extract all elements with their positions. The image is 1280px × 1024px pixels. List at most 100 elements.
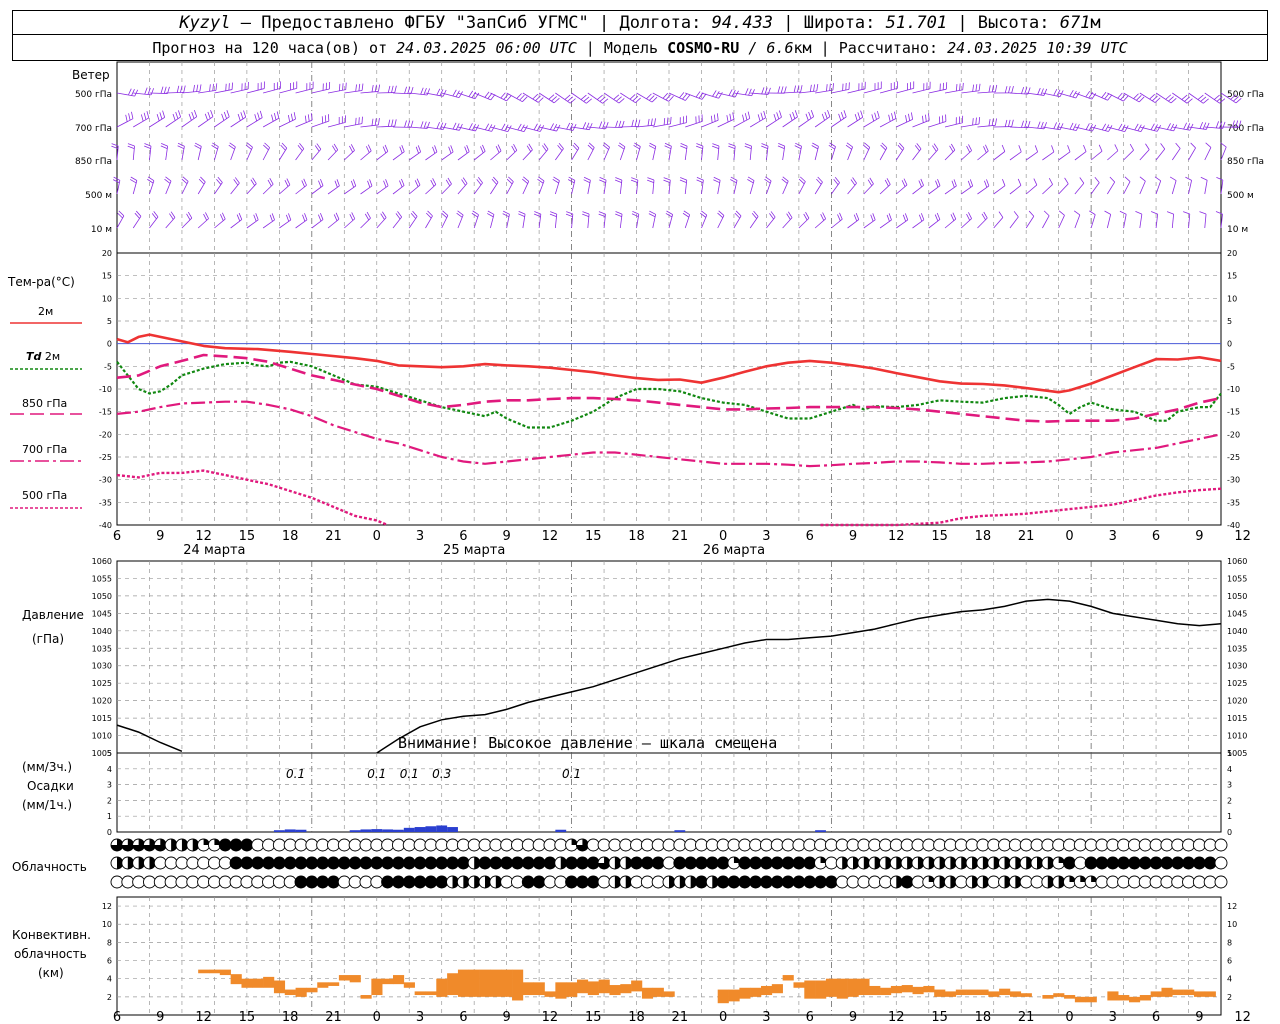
wind-barb-flag [567,179,575,184]
x-tick-temp: 3 [762,529,770,544]
wind-barb [685,91,707,100]
cloud-symbol [1171,856,1185,870]
cloud-circle [1030,875,1044,889]
wind-barb [828,142,836,161]
wind-barb-shaft [1025,151,1038,161]
wind-barb [782,211,793,229]
wind-barb-flag [204,113,208,121]
cloud-circle [781,838,795,852]
wind-barb-shaft [1188,92,1204,104]
cloud-symbol [316,875,330,889]
cloud-symbol [381,838,395,852]
wind-barb-flag [516,93,522,99]
temp-tick-right: -5 [1227,362,1235,371]
wind-barb-shaft [879,147,888,161]
wind-barb-shaft [587,92,603,104]
wind-barb-flag [127,145,135,149]
cloud-circle [207,875,221,889]
wind-barb-shaft [555,92,571,104]
wind-barb [502,210,510,229]
conv-tick-left: 12 [102,902,112,911]
wind-barb [181,110,198,128]
cloud-circle [987,875,1001,889]
wind-barb-flag [217,176,223,183]
wind-barb-flag [905,115,908,123]
cloud-fill [993,857,1000,869]
pres-tick-left: 1050 [92,592,112,601]
legend-t500-label: 500 гПа [22,489,68,502]
wind-barb-flag [899,142,905,149]
cloud-symbol [197,856,211,870]
cloud-symbol [1192,875,1206,889]
wind-barb-flag [1072,90,1077,98]
wind-barb-shaft [896,184,908,195]
x-tick-conv: 18 [282,1010,299,1024]
wind-barb-flag [1233,96,1239,102]
wind-barb [1025,178,1038,195]
wind-barb-flag [187,211,193,219]
wind-barb-flag [1166,211,1174,215]
wind-barb [1188,121,1210,130]
cloud-circle [1192,875,1206,889]
cloud-fill [749,857,762,869]
cloud-symbol [868,875,882,889]
wind-barb-flag [441,212,447,218]
wind-barb [620,92,641,103]
conv-bar [782,975,794,981]
alt-unit: м [1090,13,1101,33]
wind-barb [879,111,897,128]
wind-barb-flag [777,86,781,94]
wind-barb-flag [434,145,438,153]
cloud-symbol [900,856,914,870]
cloud-symbol [521,856,535,870]
wind-barb-shaft [571,92,587,104]
wind-barb-shaft [912,219,925,229]
wind-barb-flag [474,92,480,100]
cloud-symbol [749,838,763,852]
temp-tick-right: -25 [1227,453,1240,462]
wind-barb-flag [732,112,735,120]
conv-bar [360,995,372,999]
cloud-symbol [824,875,838,889]
cloud-circle [456,838,470,852]
conv-bar [1193,991,1206,997]
wind-barb-flag [484,123,490,131]
wind-barb [1139,176,1146,195]
cloud-fill [381,876,394,888]
wind-barb-flag [253,214,257,222]
wind-barb-flag [382,211,387,218]
wind-barb [944,82,964,94]
cloud-symbol [305,856,319,870]
wind-barb-shaft [961,185,973,195]
cloud-circle [1117,838,1131,852]
wind-barb [295,113,313,128]
precip-unit-1h: (мм/1ч.) [22,798,73,812]
wind-barb-flag [193,110,198,117]
wind-barb-flag [426,212,432,219]
wind-barb-flag [1175,142,1181,149]
wind-barb-flag [482,144,486,152]
wind-barb-flag [587,144,594,151]
cloud-fill [181,839,188,851]
wind-barb-flag [1117,92,1123,99]
cloud-fill [928,876,935,882]
wind-barb-flag [1235,98,1242,104]
wind-barb [1123,176,1131,195]
wind-barb-shaft [831,182,840,195]
conv-bar [815,980,827,999]
wind-barb-shaft [181,116,197,128]
cloud-fill [972,876,979,888]
cloud-symbol [1192,838,1206,852]
cloud-circle [272,875,286,889]
wind-barb-flag [177,110,182,118]
wind-barb-flag [215,83,218,91]
header-line-1: Kyzyl – Предоставлено ФГБУ "ЗапСиб УГМС"… [12,10,1268,35]
wind-barb-flag [583,179,591,184]
wind-barb-shaft [977,217,988,229]
cloud-symbol [327,856,340,870]
wind-barb-shaft [360,124,379,128]
wind-barb-flag [717,212,724,219]
conv-bar [284,989,296,996]
wind-barb-shaft [1090,214,1096,229]
temp-series-t2m [116,333,1222,394]
